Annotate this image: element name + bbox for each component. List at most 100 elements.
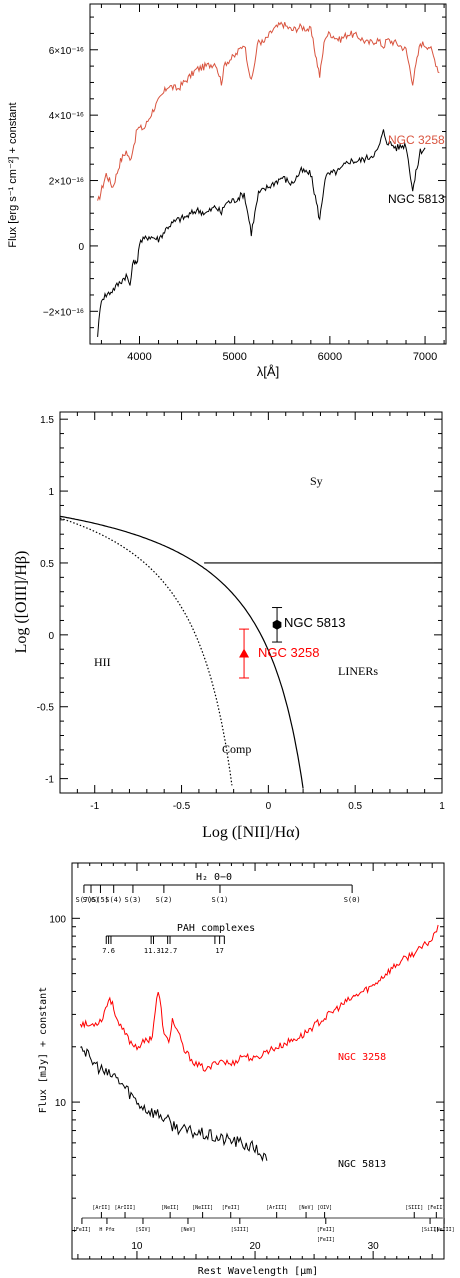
optical-y-tick-label: 0 [78,242,84,253]
optical-x-ticks: 4000 5000 6000 7000 [100,4,445,363]
optical-x-tick-label: 4000 [127,351,151,363]
bpt-diagram-panel: -1 -0.5 0 0.5 1 1.5 1 0.5 0 -0.5 -1 Log ([NII]/Hα… [13,411,445,841]
optical-y-tick-label: 6×10⁻¹⁶ [49,46,84,57]
h2-line-label: S(1) [212,896,229,904]
bpt-y-ticks: 1.5 1 0.5 0 -0.5 -1 [37,415,442,794]
h2-line-label: S(4) [105,896,122,904]
fine-line-label: [OIV] [317,1205,332,1211]
midir-y-axis-label: Flux [mJy] + constant [38,987,49,1113]
optical-y-tick-label: 2×10⁻¹⁶ [49,177,84,188]
bpt-x-axis-label: Log ([NII]/Hα) [202,824,300,841]
h2-line-markers: S(7)S(6)S(5)S(4) S(3) S(2) S(1) S(0) [75,884,361,904]
pah-markers: 7.6 11.3 12.7 17 [102,935,225,955]
bpt-y-tick-label: -1 [45,775,54,786]
bpt-y-tick-label: 1.5 [40,415,54,426]
fine-line-label: [SIII] [405,1205,423,1211]
midir-x-axis-label: Rest Wavelength [μm] [198,1266,318,1277]
bpt-plot-frame [59,411,443,794]
bpt-region-sy: Sy [310,474,323,488]
h2-line-label: S(7) [75,896,92,904]
bpt-y-tick-label: 0 [48,631,54,642]
fine-line-label: [SiII] [421,1227,439,1233]
optical-y-axis-label: Flux [erg s⁻¹ cm⁻²] + constant [7,102,19,247]
fine-line-label: [ArIII] [114,1205,135,1211]
bpt-y-axis-label: Log ([OIII]/Hβ) [13,551,30,654]
bpt-region-comp: Comp [222,742,251,756]
midir-x-tick-label: 20 [249,1241,261,1252]
fine-line-label: H Pfα [99,1227,114,1233]
pah-title: PAH complexes [177,923,255,934]
fine-line-label: [FeII] [317,1237,335,1243]
fine-line-label: [NeIII] [192,1205,213,1211]
optical-label-ngc5813: NGC 5813 [388,192,445,206]
optical-x-tick-label: 6000 [318,351,342,363]
optical-label-ngc3258: NGC 3258 [388,133,445,147]
fine-line-label: [FeII] [317,1227,335,1233]
bpt-point-ngc5813 [272,619,282,630]
optical-spectra-panel: 4000 5000 6000 7000 6×10⁻¹⁶ 4×10⁻¹⁶ 2×10⁻¹⁶ 0 −… [7,3,447,379]
midir-series-ngc5813 [80,1046,268,1162]
h2-line-label: S(0) [344,896,361,904]
fine-line-label: [ArIII] [266,1205,287,1211]
bpt-y-tick-label: 1 [48,487,54,498]
optical-x-axis-label: λ[Å] [257,364,279,379]
h2-line-label: S(6) [83,896,100,904]
optical-y-tick-label: 4×10⁻¹⁶ [49,111,84,122]
pah-label: 12.7 [160,947,177,955]
midir-label-ngc5813: NGC 5813 [338,1159,386,1170]
bpt-x-tick-label: -1 [90,801,99,812]
fine-line-label: [FeII] [73,1227,91,1233]
fine-line-label: [NeV] [180,1227,195,1233]
bpt-kauffmann-curve [59,517,233,786]
h2-line-label: S(2) [155,896,172,904]
bpt-x-tick-label: 1 [439,801,445,812]
midir-y-ticks: 10 100 [49,862,444,1232]
fine-line-label: [NeII] [161,1205,179,1211]
midir-y-tick-label: 10 [55,1098,67,1109]
bpt-data-points [239,607,283,679]
fine-line-label: [ArII] [92,1205,110,1211]
midir-y-tick-label: 100 [49,914,66,925]
bpt-y-tick-label: 0.5 [40,559,54,570]
bpt-x-tick-label: 0 [266,801,272,812]
bpt-region-liners: LINERs [338,664,378,678]
fine-structure-line-markers: [ArII] [ArIII] [NeII] [NeIII] [FeII] [ArIII] [… [73,1205,455,1243]
optical-y-tick-label: −2×10⁻¹⁶ [43,307,84,318]
midir-spectra-panel: 10 20 30 10 100 S(7)S(6)S(5)S(4) S(3) S(2) S(1… [38,862,455,1277]
bpt-x-tick-label: 0.5 [348,801,362,812]
midir-series-ngc3258 [79,924,439,1072]
h2-title: H₂ 0−0 [196,872,232,883]
bpt-x-ticks: -1 -0.5 0 0.5 1 [59,412,445,812]
midir-x-tick-label: 30 [368,1241,380,1252]
optical-series-ngc3258 [97,21,440,201]
h2-line-label: S(5) [92,896,109,904]
fine-line-label: [SIV] [135,1227,150,1233]
midir-label-ngc3258: NGC 3258 [338,1052,386,1063]
optical-x-tick-label: 7000 [413,351,437,363]
pah-label: 11.3 [144,947,161,955]
fine-line-label: [NeV] [299,1205,314,1211]
bpt-kewley-curve [59,515,304,789]
bpt-label-ngc3258: NGC 3258 [258,645,319,660]
fine-line-label: [NeIII] [434,1227,455,1233]
fine-line-label: [SIII] [231,1227,249,1233]
midir-series-lines [79,924,439,1162]
bpt-y-tick-label: -0.5 [37,703,55,714]
pah-label: 7.6 [102,947,115,955]
optical-series-ngc5813 [97,129,426,337]
optical-y-ticks: 6×10⁻¹⁶ 4×10⁻¹⁶ 2×10⁻¹⁶ 0 −2×10⁻¹⁶ [43,16,446,345]
bpt-region-hii: HII [94,655,111,669]
fine-line-label: [FeII] [222,1205,240,1211]
bpt-label-ngc5813: NGC 5813 [284,615,345,630]
h2-line-label: S(3) [125,896,142,904]
optical-plot-frame [89,3,447,345]
optical-series-lines [97,21,440,337]
pah-label: 17 [215,947,223,955]
optical-x-tick-label: 5000 [222,351,246,363]
bpt-demarcation-curves [59,515,442,789]
fine-line-label: [FeII] [427,1205,445,1211]
midir-plot-frame [71,862,445,1260]
bpt-x-tick-label: -0.5 [173,801,191,812]
midir-x-ticks: 10 20 30 [77,863,445,1259]
